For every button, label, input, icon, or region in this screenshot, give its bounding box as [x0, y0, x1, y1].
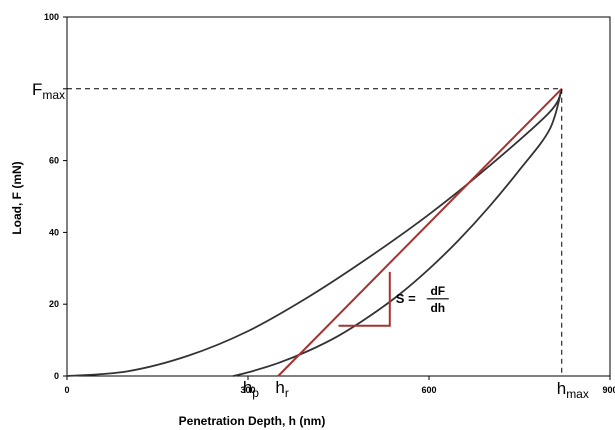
- hr-label: hr: [275, 378, 288, 400]
- hp-label: hp: [243, 378, 259, 400]
- stiffness-lhs: S =: [396, 291, 416, 306]
- y-axis-title: Load, F (mN): [10, 161, 24, 234]
- unloading-tangent-line: [277, 88, 563, 377]
- plot-area-border: [66, 16, 611, 377]
- y-tick-label: 20: [49, 299, 59, 309]
- x-axis-title: Penetration Depth, h (nm): [179, 414, 326, 428]
- unloading-curve: [232, 88, 563, 377]
- stiffness-denominator: dh: [430, 301, 445, 315]
- fmax-label: Fmax: [32, 80, 65, 102]
- stiffness-numerator: dF: [430, 284, 445, 298]
- axis-ticks: 0 300 600 900 0 20 40 60 100: [44, 12, 615, 395]
- x-tick-label: 300: [240, 385, 255, 395]
- x-tick-label: 900: [602, 385, 615, 395]
- x-tick-label: 600: [421, 385, 436, 395]
- series-layer: [66, 88, 563, 377]
- plot-frame: [66, 16, 611, 377]
- y-tick-label: 0: [54, 371, 59, 381]
- annotations: Fmax hmax hp hr S = dF dh: [32, 80, 589, 401]
- y-tick-label: 60: [49, 156, 59, 166]
- loading-curve: [66, 88, 563, 377]
- hmax-label: hmax: [557, 379, 589, 401]
- y-tick-label: 40: [49, 227, 59, 237]
- x-tick-label: 0: [64, 385, 69, 395]
- y-tick-label: 100: [44, 12, 59, 22]
- slope-triangle: [338, 271, 391, 327]
